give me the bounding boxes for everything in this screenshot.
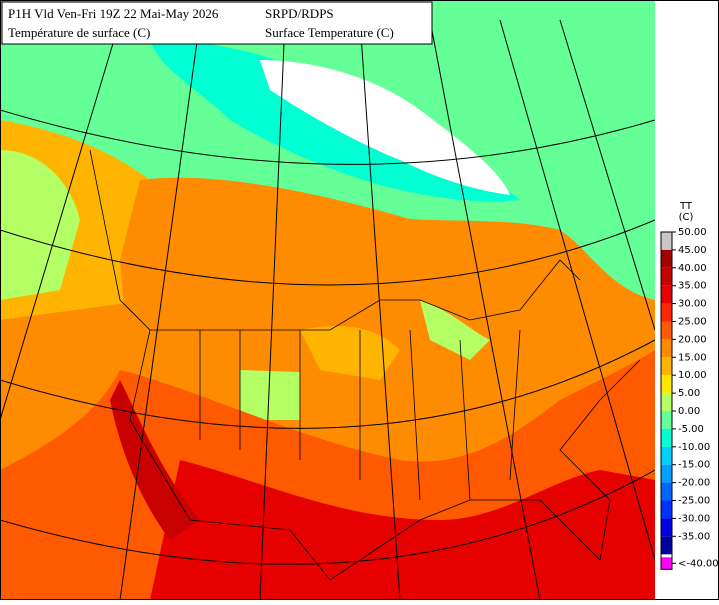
state-borders	[199, 329, 521, 501]
legend-swatch	[661, 303, 672, 322]
legend-label: -35.00	[678, 531, 710, 542]
legend-swatch	[661, 357, 672, 376]
legend-label: 20.00	[678, 334, 707, 345]
legend-label: 10.00	[678, 370, 707, 381]
legend-swatch	[661, 446, 672, 465]
parallel	[0, 469, 656, 565]
legend-label: -30.00	[678, 513, 710, 524]
legend-label: 45.00	[678, 245, 707, 256]
legend-label: 15.00	[678, 352, 707, 363]
legend-swatch	[661, 557, 672, 570]
legend-bar-frame	[660, 231, 673, 570]
legend-label: -20.00	[678, 478, 710, 489]
desert-region	[110, 380, 200, 540]
legend-swatch	[661, 375, 672, 394]
legend-label: 30.00	[678, 299, 707, 310]
parallel	[0, 219, 656, 286]
meridian	[359, 19, 401, 601]
legend-title: TT	[679, 201, 693, 212]
legend-swatch	[661, 393, 672, 411]
legend-swatch	[661, 339, 672, 358]
legend-swatch	[661, 482, 672, 501]
legend-swatch	[661, 232, 672, 250]
legend-swatch	[661, 464, 672, 483]
parallel	[0, 339, 656, 429]
legend-label: -15.00	[678, 460, 710, 471]
legend-swatch	[661, 285, 672, 304]
cool-pacific	[0, 150, 80, 300]
header-box	[1, 1, 433, 45]
legend-swatch	[661, 536, 672, 555]
legend-unit: (C)	[679, 212, 694, 223]
graticule	[0, 19, 656, 601]
legend-label: -5.00	[678, 424, 704, 435]
snow-region	[260, 60, 510, 195]
legend-swatch	[661, 249, 672, 268]
plains-region	[300, 326, 400, 380]
legend-label: 0.00	[678, 406, 700, 417]
legend-label: 25.00	[678, 317, 707, 328]
header-text: Température de surface (C)	[8, 25, 150, 40]
legend-swatch	[661, 518, 672, 537]
hot-region	[150, 460, 655, 600]
great-lakes	[420, 300, 490, 360]
legend-label: 35.00	[678, 281, 707, 292]
meridian	[259, 19, 286, 601]
meridian	[559, 19, 656, 331]
meridian	[0, 19, 121, 421]
meridian	[499, 19, 656, 561]
meridian	[429, 19, 541, 601]
legend-label: 50.00	[678, 227, 707, 238]
legend-label: 40.00	[678, 263, 707, 274]
country-border	[89, 149, 581, 331]
legend: 50.00 45.00 40.00 35.00 30.00 25.00 20.00 15.00…	[660, 227, 719, 570]
meridian	[119, 19, 201, 601]
header-text: Surface Temperature (C)	[265, 25, 394, 40]
legend-swatch	[661, 500, 672, 519]
legend-swatch	[661, 321, 672, 340]
legend-label: -10.00	[678, 442, 710, 453]
legend-swatch	[661, 411, 672, 429]
header-text: P1H Vld Ven-Fri 19Z 22 Mai-May 2026	[8, 6, 219, 21]
legend-label: 5.00	[678, 388, 700, 399]
mountain-region	[240, 370, 300, 420]
header-text: SRPD/RDPS	[265, 6, 334, 21]
legend-swatch	[661, 267, 672, 286]
legend-label: -25.00	[678, 496, 710, 507]
coastline	[129, 329, 641, 581]
borders	[89, 149, 641, 581]
legend-label: <-40.00	[678, 558, 719, 569]
legend-swatch	[661, 428, 672, 447]
